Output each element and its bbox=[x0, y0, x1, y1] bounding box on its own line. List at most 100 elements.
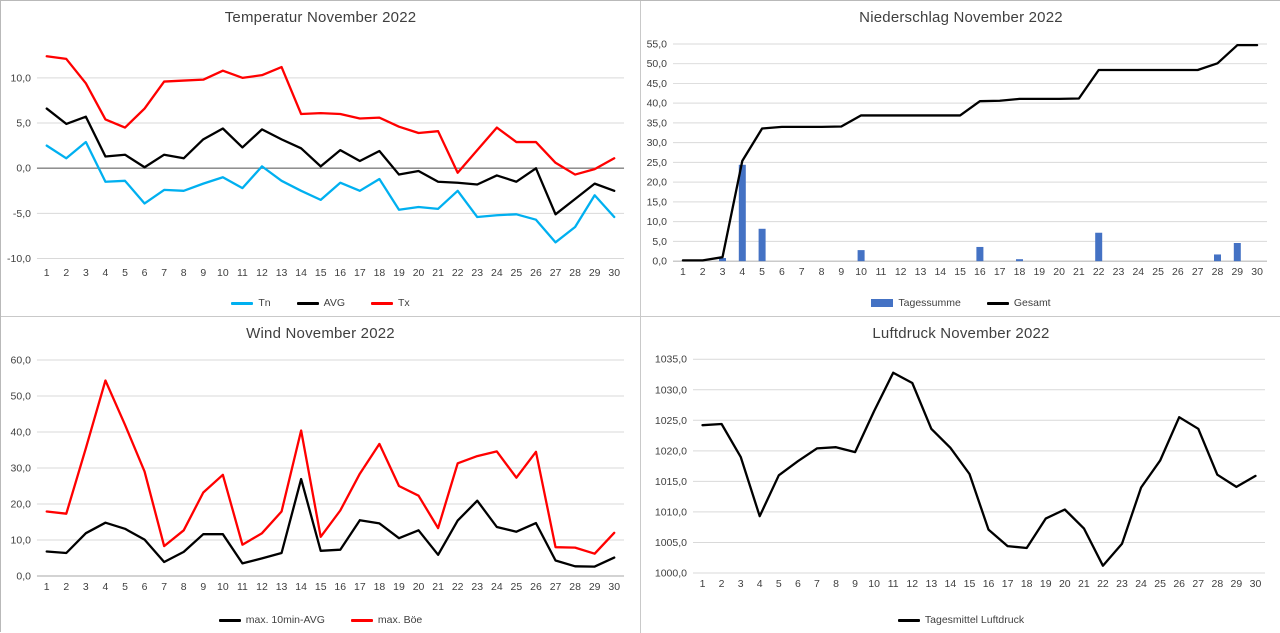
temperatur-series-Tn bbox=[45, 140, 616, 244]
temperatur-chart: -10,0-5,00,05,010,01 2 3 4 5 6 7 8 9 10 11 12 13 14 15… bbox=[7, 55, 625, 279]
svg-text:4: 4 bbox=[757, 578, 763, 590]
svg-text:29: 29 bbox=[589, 582, 601, 593]
svg-text:12: 12 bbox=[906, 578, 918, 590]
svg-text:20: 20 bbox=[1053, 267, 1065, 278]
svg-text:9: 9 bbox=[200, 582, 206, 593]
svg-text:26: 26 bbox=[1172, 267, 1184, 278]
svg-text:6: 6 bbox=[779, 267, 785, 278]
svg-text:0,0: 0,0 bbox=[16, 571, 31, 582]
svg-text:18: 18 bbox=[374, 582, 386, 593]
svg-text:2: 2 bbox=[719, 578, 725, 590]
wind-gridlines bbox=[36, 359, 625, 577]
wind-legend: max. 10min-AVG max. Böe bbox=[1, 614, 640, 626]
svg-text:8: 8 bbox=[833, 578, 839, 590]
svg-text:24: 24 bbox=[491, 582, 503, 593]
legend-entry-10min-avg: max. 10min-AVG bbox=[218, 614, 325, 626]
svg-text:18: 18 bbox=[374, 268, 386, 279]
svg-text:17: 17 bbox=[354, 582, 366, 593]
svg-text:4: 4 bbox=[739, 267, 745, 278]
svg-text:5: 5 bbox=[759, 267, 765, 278]
svg-text:8: 8 bbox=[181, 582, 187, 593]
wind-series-max. Böe bbox=[45, 379, 616, 555]
luftdruck-x-axis-labels: 1 2 3 4 5 6 7 8 9 10 11 12 13 14 15 16 17 18 19 20 21 22 23 24 2… bbox=[700, 578, 1262, 590]
svg-text:20: 20 bbox=[413, 268, 425, 279]
svg-text:30: 30 bbox=[608, 268, 620, 279]
svg-text:13: 13 bbox=[276, 268, 288, 279]
niederschlag-series-Tagessumme bbox=[719, 164, 1241, 262]
svg-text:0,0: 0,0 bbox=[652, 257, 667, 268]
svg-text:10: 10 bbox=[217, 582, 229, 593]
svg-text:17: 17 bbox=[994, 267, 1006, 278]
svg-text:1035,0: 1035,0 bbox=[655, 354, 687, 366]
svg-text:30: 30 bbox=[1251, 267, 1263, 278]
svg-text:15: 15 bbox=[315, 582, 327, 593]
svg-text:1005,0: 1005,0 bbox=[655, 537, 687, 549]
svg-text:45,0: 45,0 bbox=[647, 79, 668, 90]
legend-entry-tx: Tx bbox=[371, 297, 410, 309]
svg-text:19: 19 bbox=[393, 582, 405, 593]
svg-text:11: 11 bbox=[888, 578, 899, 590]
svg-text:10: 10 bbox=[868, 578, 880, 590]
svg-text:24: 24 bbox=[1135, 578, 1147, 590]
svg-text:28: 28 bbox=[569, 582, 581, 593]
svg-text:28: 28 bbox=[1212, 267, 1224, 278]
legend-label: AVG bbox=[323, 297, 345, 309]
svg-text:22: 22 bbox=[452, 582, 464, 593]
svg-text:17: 17 bbox=[1002, 578, 1014, 590]
svg-text:10,0: 10,0 bbox=[11, 535, 32, 546]
svg-text:1: 1 bbox=[44, 268, 50, 279]
svg-text:15,0: 15,0 bbox=[647, 197, 668, 208]
temperatur-legend: Tn AVG Tx bbox=[1, 297, 640, 309]
svg-text:30,0: 30,0 bbox=[647, 138, 668, 149]
svg-text:5: 5 bbox=[776, 578, 782, 590]
temperatur-gridlines bbox=[36, 77, 625, 260]
svg-text:5,0: 5,0 bbox=[652, 237, 667, 248]
temperatur-series-Tx bbox=[45, 55, 616, 176]
svg-text:50,0: 50,0 bbox=[647, 59, 668, 70]
svg-text:20,0: 20,0 bbox=[647, 178, 668, 189]
svg-text:26: 26 bbox=[530, 582, 542, 593]
svg-text:1: 1 bbox=[44, 582, 50, 593]
wind-x-axis-labels: 1 2 3 4 5 6 7 8 9 10 11 12 13 14 15 16 17 18 19 20 21 22 23 24 2… bbox=[44, 582, 620, 593]
legend-label: Tagesmittel Luftdruck bbox=[924, 614, 1025, 626]
temperatur-x-axis-labels: 1 2 3 4 5 6 7 8 9 10 11 12 13 14 15 16 17 18 19 20 21 22 23 24 2… bbox=[44, 268, 620, 279]
svg-text:1030,0: 1030,0 bbox=[655, 384, 687, 396]
wind-y-axis-labels: 0,0 10,0 20,0 30,0 40,0 50,0 60,0 bbox=[11, 355, 32, 582]
svg-text:1015,0: 1015,0 bbox=[655, 476, 687, 488]
svg-text:-5,0: -5,0 bbox=[13, 209, 31, 220]
svg-text:1: 1 bbox=[680, 267, 686, 278]
svg-text:25: 25 bbox=[1154, 578, 1166, 590]
svg-text:21: 21 bbox=[432, 582, 444, 593]
svg-text:0,0: 0,0 bbox=[16, 164, 31, 175]
svg-text:18: 18 bbox=[1021, 578, 1033, 590]
legend-entry-avg: AVG bbox=[296, 297, 345, 309]
gesamt-line-swatch bbox=[986, 301, 1009, 305]
svg-text:8: 8 bbox=[181, 268, 187, 279]
legend-entry-gesamt: Gesamt bbox=[986, 297, 1051, 309]
luftdruck-series-Tagesmittel Luftdruck bbox=[701, 371, 1257, 567]
svg-text:24: 24 bbox=[491, 268, 503, 279]
svg-text:14: 14 bbox=[945, 578, 957, 590]
wind-series-max. 10min-AVG bbox=[45, 477, 616, 568]
svg-text:21: 21 bbox=[432, 268, 444, 279]
svg-text:2: 2 bbox=[63, 582, 69, 593]
svg-text:14: 14 bbox=[934, 267, 946, 278]
svg-text:55,0: 55,0 bbox=[647, 39, 668, 50]
svg-text:2: 2 bbox=[700, 267, 706, 278]
legend-entry-tagessumme: Tagessumme bbox=[871, 297, 961, 309]
svg-text:27: 27 bbox=[1192, 578, 1204, 590]
svg-text:1000,0: 1000,0 bbox=[655, 568, 687, 580]
svg-text:17: 17 bbox=[354, 268, 366, 279]
legend-label: Tx bbox=[398, 297, 410, 309]
svg-text:35,0: 35,0 bbox=[647, 118, 668, 129]
svg-text:11: 11 bbox=[875, 267, 886, 278]
svg-text:4: 4 bbox=[103, 582, 109, 593]
luftdruck-line-swatch bbox=[897, 618, 920, 622]
legend-entry-tn: Tn bbox=[231, 297, 271, 309]
svg-text:5: 5 bbox=[122, 268, 128, 279]
legend-label: max. Böe bbox=[377, 614, 423, 626]
wind-boe-line-swatch bbox=[350, 618, 373, 622]
svg-text:29: 29 bbox=[1231, 267, 1243, 278]
svg-text:7: 7 bbox=[799, 267, 805, 278]
